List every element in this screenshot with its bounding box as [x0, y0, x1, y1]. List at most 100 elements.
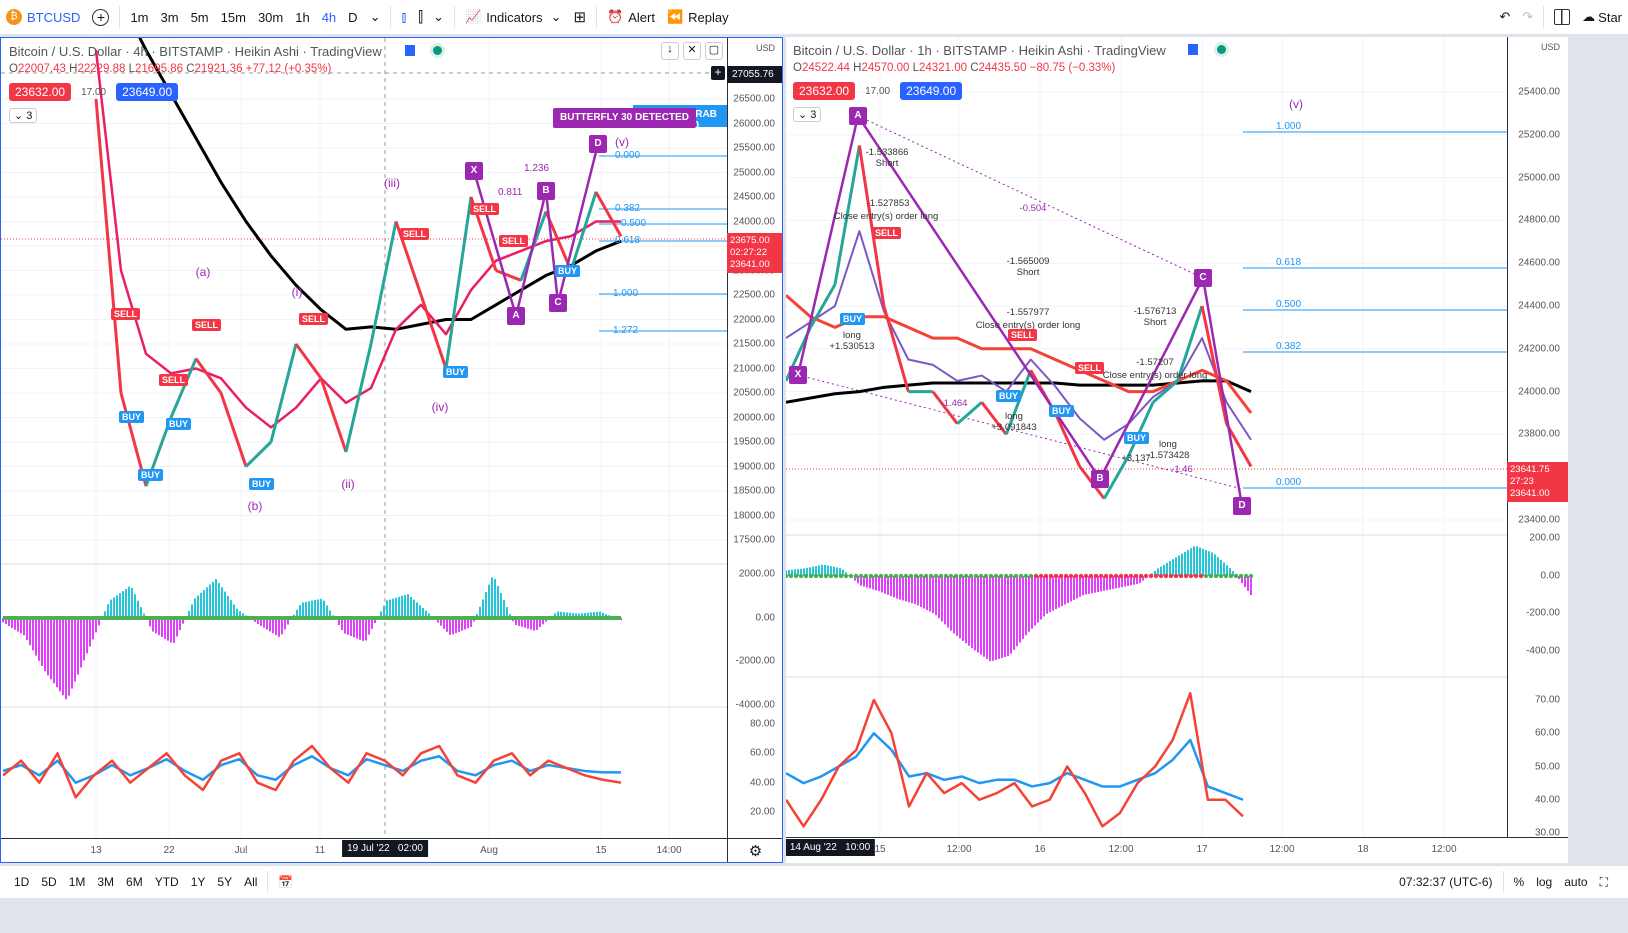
strategy-note: -1.557977 — [1006, 307, 1050, 318]
rsi-tick: 50.00 — [1534, 761, 1560, 773]
spread-value: 17.00 — [865, 85, 891, 97]
right-time-axis[interactable]: 15 12:00 16 12:00 17 12:00 18 12:00 14 A… — [786, 837, 1568, 862]
macd-signal-dot — [1163, 573, 1169, 579]
left-chart-pane[interactable]: Bitcoin / U.S. Dollar · 4h · BITSTAMP · … — [0, 37, 783, 863]
left-time-axis[interactable]: 13 22 Jul 11 Aug 15 14:00 19 Jul '22 02:… — [1, 838, 727, 862]
maximize-icon[interactable]: ✕ — [683, 42, 701, 60]
strategy-note: long -1.573428 — [1147, 439, 1190, 461]
sell-button[interactable]: 23632.00 — [9, 83, 72, 101]
price-tick: 22500.00 — [733, 289, 775, 301]
collapse-indicators-button[interactable]: ⌄ 3 — [793, 107, 822, 122]
alert-button[interactable]: ⏰ Alert — [601, 0, 661, 34]
range-All[interactable]: All — [244, 875, 258, 889]
replay-label: Replay — [688, 9, 729, 25]
bars-style-button[interactable]: ⫾ — [395, 0, 412, 34]
price-segment — [956, 401, 983, 425]
time-tick: Jul — [234, 845, 248, 856]
indicators-icon: 📈 — [465, 9, 482, 24]
interval-D[interactable]: D — [348, 9, 358, 25]
time-tick: 17 — [1196, 844, 1208, 855]
macd-signal-dot — [918, 573, 924, 579]
range-YTD[interactable]: YTD — [154, 875, 179, 889]
wave-label: (i) — [291, 285, 303, 299]
time-tick: 13 — [90, 845, 102, 856]
percent-toggle[interactable]: % — [1513, 875, 1525, 889]
macd-signal-dot — [1043, 573, 1049, 579]
save-label: Star — [1598, 9, 1622, 25]
templates-button[interactable]: ⊞ — [567, 0, 592, 34]
range-1Y[interactable]: 1Y — [190, 875, 206, 889]
macd-signal-dot — [893, 573, 899, 579]
wave-label: (v) — [1289, 97, 1303, 111]
arrow-down-icon[interactable]: ↓ — [661, 42, 679, 60]
pattern-point-c: C — [549, 294, 567, 312]
indicators-label: Indicators — [486, 9, 543, 25]
right-chart-canvas[interactable] — [786, 37, 1507, 837]
interval-1h[interactable]: 1h — [295, 9, 310, 25]
buy-button[interactable]: 23649.00 — [900, 82, 963, 100]
wave-label: (ii) — [341, 477, 355, 491]
right-price-axis[interactable]: USD 25400.00 25200.00 25000.00 24800.00 2460… — [1507, 37, 1568, 839]
price-tick: 26000.00 — [733, 118, 775, 129]
macd-signal-dot — [913, 573, 919, 579]
left-chart-canvas[interactable] — [1, 38, 727, 838]
price-segment — [194, 357, 223, 394]
fullscreen-icon[interactable]: ▢ — [705, 42, 723, 60]
macd-signal-dot — [943, 573, 949, 579]
save-button[interactable]: ☁ Star — [1576, 0, 1628, 34]
bar-countdown: 27:23 — [1510, 476, 1534, 487]
currency-selector[interactable]: USD — [1540, 42, 1560, 52]
price-segment — [269, 343, 298, 443]
fib-level: 0.500 — [621, 218, 647, 229]
chevron-down-icon: ⌄ — [550, 9, 562, 24]
log-toggle[interactable]: log — [1536, 875, 1553, 889]
sell-button[interactable]: 23632.00 — [793, 82, 856, 100]
buy-button[interactable]: 23649.00 — [116, 83, 179, 101]
macd-signal-dot — [988, 573, 994, 579]
compare-button[interactable]: + — [86, 0, 115, 34]
add-alert-icon[interactable]: + — [711, 66, 725, 80]
replay-button[interactable]: ⏪ Replay — [661, 0, 735, 34]
currency-selector[interactable]: USD — [755, 43, 775, 53]
trade-buttons: 23632.00 17.00 23649.00 — [9, 83, 179, 101]
macd-signal-dot — [1073, 573, 1079, 579]
rsi-blue-line — [786, 732, 1244, 801]
interval-4h[interactable]: 4h — [321, 9, 337, 25]
redo-button[interactable]: ↷ — [1516, 0, 1539, 34]
symbol-search[interactable]: ₿ BTCUSD — [0, 0, 86, 34]
macd-signal-dot — [898, 573, 904, 579]
ratio-label: -0.504 — [1019, 203, 1047, 214]
go-to-date-button[interactable]: 📅 — [272, 865, 299, 899]
left-price-axis[interactable]: USD 26500.00 26000.00 25500.00 25000.00 2450… — [727, 38, 782, 838]
settings-gear-icon[interactable]: ⚙ — [727, 838, 782, 862]
range-1D[interactable]: 1D — [14, 875, 30, 889]
collapse-indicators-button[interactable]: ⌄ 3 — [9, 108, 38, 123]
undo-button[interactable]: ↶ — [1493, 0, 1516, 34]
alarm-clock-icon: ⏰ — [607, 9, 624, 24]
right-chart-pane[interactable]: Bitcoin / U.S. Dollar · 1h · BITSTAMP · … — [786, 37, 1568, 863]
range-5Y[interactable]: 5Y — [217, 875, 233, 889]
range-1M[interactable]: 1M — [68, 875, 86, 889]
layout-button[interactable] — [1548, 0, 1576, 34]
price-tick: 24600.00 — [1518, 257, 1560, 269]
fullscreen-button[interactable]: ⛶ — [1594, 865, 1628, 899]
interval-15m[interactable]: 15m — [220, 9, 246, 25]
range-3M[interactable]: 3M — [97, 875, 115, 889]
macd-signal-dot — [1003, 573, 1009, 579]
divider — [1502, 871, 1504, 893]
interval-3m[interactable]: 3m — [160, 9, 179, 25]
pattern-point-c: C — [1194, 269, 1212, 287]
interval-dropdown[interactable]: ⌄ — [364, 0, 387, 34]
interval-1m[interactable]: 1m — [130, 9, 149, 25]
interval-5m[interactable]: 5m — [190, 9, 209, 25]
price-tick: 26500.00 — [733, 93, 775, 105]
price-tick: 24000.00 — [733, 216, 775, 227]
clock-timezone[interactable]: 07:32:37 (UTC-6) — [1399, 875, 1493, 889]
chart-type-button[interactable]: ⫿ ⌄ — [412, 0, 450, 34]
auto-toggle[interactable]: auto — [1564, 875, 1588, 889]
range-5D[interactable]: 5D — [41, 875, 57, 889]
indicators-button[interactable]: 📈 Indicators ⌄ — [459, 0, 567, 34]
macd-signal-dot — [848, 573, 854, 579]
interval-30m[interactable]: 30m — [257, 9, 284, 25]
range-6M[interactable]: 6M — [126, 875, 143, 889]
